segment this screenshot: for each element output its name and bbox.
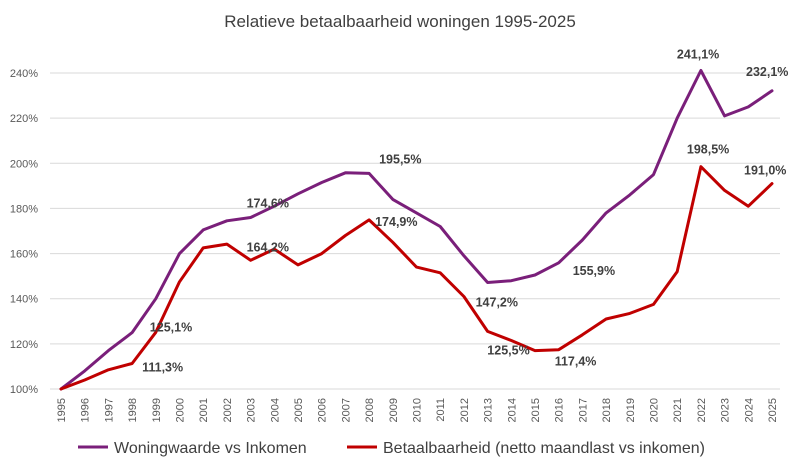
x-tick-label: 2009 (388, 398, 400, 422)
x-tick-label: 2013 (483, 398, 495, 422)
x-tick-label: 2023 (720, 398, 732, 422)
data-label: 147,2% (476, 295, 518, 309)
y-tick-label: 140% (10, 294, 38, 306)
x-tick-label: 2019 (625, 398, 637, 422)
data-label: 241,1% (677, 48, 719, 62)
x-tick-label: 2015 (530, 398, 542, 422)
data-label: 117,4% (555, 355, 597, 369)
x-tick-label: 2001 (198, 398, 210, 422)
series-lines (59, 69, 774, 391)
x-tick-label: 2005 (293, 398, 305, 422)
x-tick-label: 2021 (672, 398, 684, 422)
x-tick-label: 1996 (80, 398, 92, 422)
data-label: 155,9% (573, 264, 615, 278)
y-tick-label: 100% (10, 384, 38, 396)
data-labels: 174,6% 195,5% 147,2% 155,9% 241,1% 232,1% 111,… (142, 48, 788, 375)
data-label: 164,2% (247, 240, 289, 254)
data-label: 125,1% (150, 320, 192, 334)
y-tick-label: 160% (10, 249, 38, 261)
x-tick-label: 2024 (743, 398, 755, 422)
data-label: 191,0% (744, 164, 786, 178)
x-tick-label: 2020 (649, 398, 661, 422)
x-tick-label: 2011 (435, 398, 447, 422)
x-tick-label: 1995 (56, 398, 68, 422)
data-label: 232,1% (746, 65, 788, 79)
y-axis-ticks: 100% 120% 140% 160% 180% 200% 220% 240% (10, 68, 38, 396)
data-label: 174,6% (247, 196, 289, 210)
gridlines (50, 72, 780, 390)
y-tick-label: 120% (10, 339, 38, 351)
series-line-1 (59, 165, 774, 391)
x-tick-label: 2018 (601, 398, 613, 422)
data-label: 111,3% (142, 360, 183, 374)
x-tick-label: 2000 (175, 398, 187, 422)
x-tick-label: 2012 (459, 398, 471, 422)
x-tick-label: 2017 (577, 398, 589, 422)
legend: Woningwaarde vs Inkomen Betaalbaarheid (… (78, 440, 705, 457)
x-tick-label: 2004 (269, 398, 281, 422)
x-tick-label: 2007 (340, 398, 352, 422)
x-tick-label: 2016 (554, 398, 566, 422)
y-tick-label: 180% (10, 203, 38, 215)
x-tick-label: 2025 (767, 398, 779, 422)
y-tick-label: 220% (10, 113, 38, 125)
x-tick-label: 2008 (364, 398, 376, 422)
x-tick-label: 1999 (151, 398, 163, 422)
y-tick-label: 200% (10, 158, 38, 170)
legend-label-woningwaarde: Woningwaarde vs Inkomen (114, 440, 307, 457)
series-line-0 (59, 69, 774, 391)
chart-title: Relatieve betaalbaarheid woningen 1995-2… (224, 12, 576, 31)
x-tick-label: 2006 (317, 398, 329, 422)
y-tick-label: 240% (10, 68, 38, 80)
x-tick-label: 2022 (696, 398, 708, 422)
x-tick-label: 2010 (412, 398, 424, 422)
legend-label-betaalbaarheid: Betaalbaarheid (netto maandlast vs inkom… (383, 440, 705, 457)
x-tick-label: 2002 (222, 398, 234, 422)
x-axis-ticks: 1995 1996 1997 1998 1999 2000 2001 2002 2003 2004… (56, 398, 779, 422)
x-tick-label: 2003 (246, 398, 258, 422)
data-label: 198,5% (687, 143, 729, 157)
x-tick-label: 2014 (506, 398, 518, 422)
x-tick-label: 1997 (103, 398, 115, 422)
data-label: 174,9% (375, 215, 417, 229)
data-label: 125,5% (487, 343, 529, 357)
x-tick-label: 1998 (127, 398, 139, 422)
data-label: 195,5% (379, 152, 421, 166)
